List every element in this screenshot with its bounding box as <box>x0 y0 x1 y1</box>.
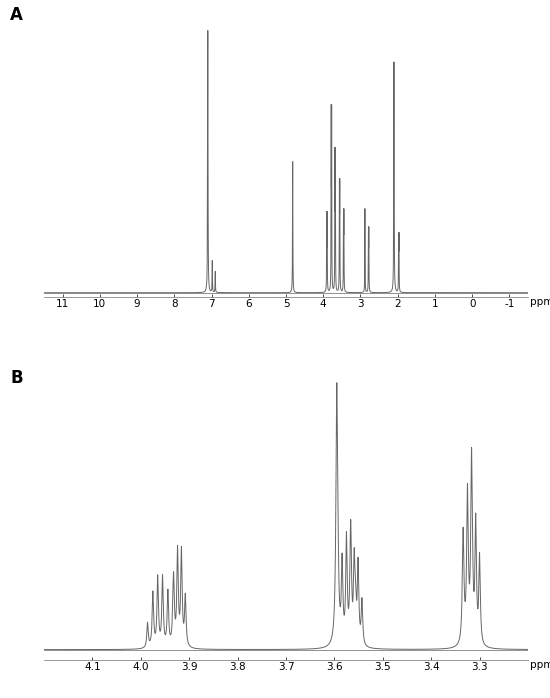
Text: ppm: ppm <box>530 297 550 306</box>
Text: B: B <box>10 369 23 387</box>
Text: ppm: ppm <box>530 660 550 669</box>
Text: A: A <box>10 6 23 24</box>
